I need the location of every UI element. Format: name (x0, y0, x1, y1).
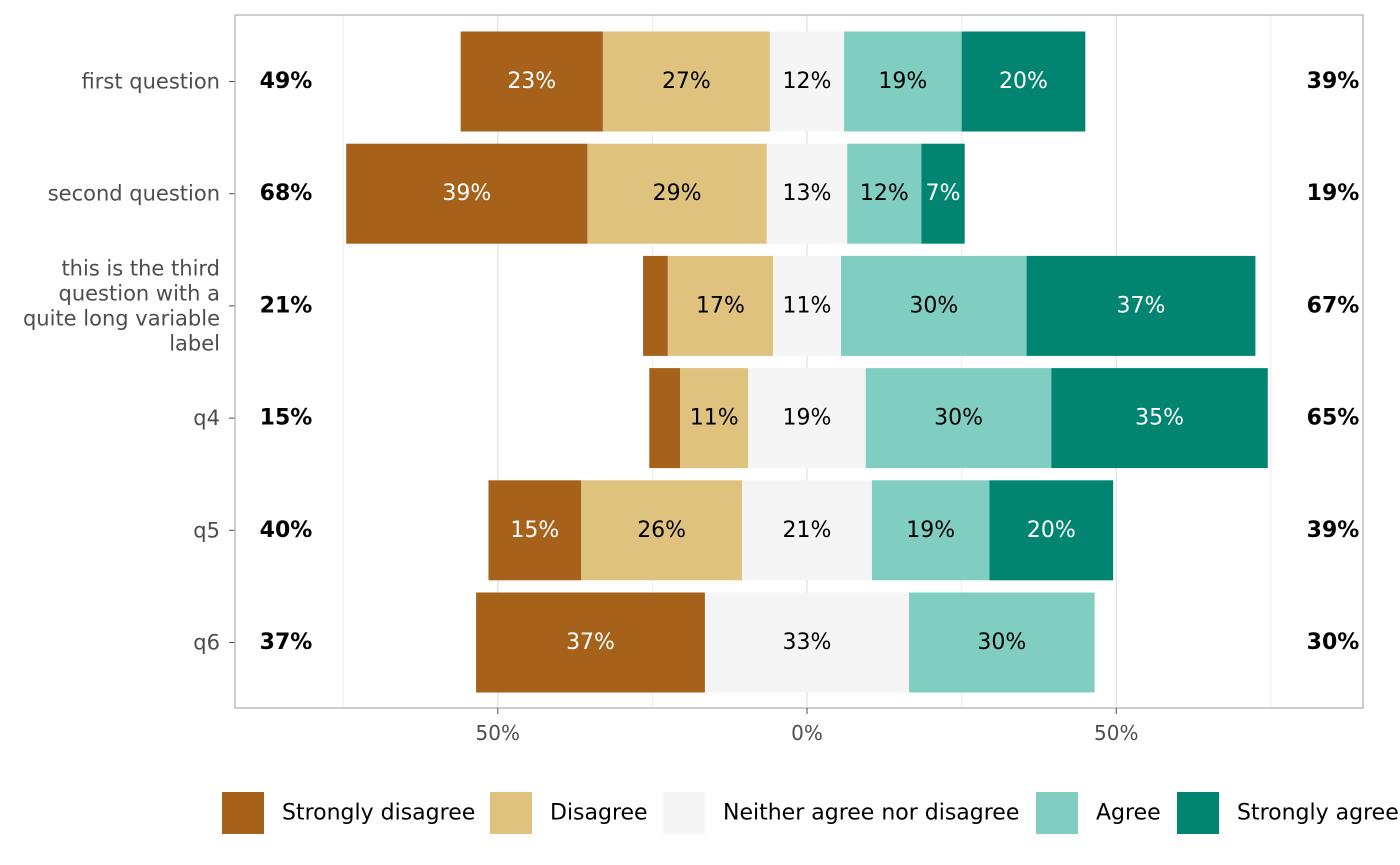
segment-label: 19% (878, 69, 927, 94)
right-total-label: 19% (1307, 181, 1360, 206)
category-label: q5 (193, 518, 220, 542)
legend-key (663, 792, 705, 834)
bar-segment (742, 480, 872, 581)
segment-label: 30% (909, 293, 958, 318)
legend-label: Agree (1096, 801, 1161, 826)
segment-label: 20% (1027, 518, 1076, 543)
bar-segment (602, 31, 770, 132)
bar-segment (649, 368, 681, 469)
segment-label: 12% (783, 69, 832, 94)
segment-label: 11% (783, 293, 832, 318)
segment-label: 19% (783, 406, 832, 431)
segment-label: 13% (783, 181, 832, 206)
bar-segment (766, 143, 848, 244)
left-total-label: 21% (260, 293, 313, 318)
segment-label: 30% (977, 630, 1026, 655)
segment-label: 15% (510, 518, 559, 543)
segment-label: 21% (783, 518, 832, 543)
right-total-label: 65% (1307, 406, 1360, 431)
legend-label: Strongly agree (1237, 801, 1399, 826)
category-label: q6 (193, 631, 220, 655)
segment-label: 26% (637, 518, 686, 543)
legend-key (222, 792, 264, 834)
bar-segment (772, 255, 842, 356)
segment-label: 35% (1135, 406, 1184, 431)
segment-label: 27% (662, 69, 711, 94)
left-total-label: 68% (260, 181, 313, 206)
bar-segment (769, 31, 845, 132)
left-total-label: 40% (260, 518, 313, 543)
legend-label: Disagree (550, 801, 648, 826)
segment-label: 7% (926, 181, 961, 206)
bar-segment (476, 592, 705, 693)
segment-label: 19% (906, 518, 955, 543)
segment-label: 33% (783, 630, 832, 655)
bar-segment (748, 368, 866, 469)
category-label: second question (48, 182, 220, 206)
right-total-label: 39% (1307, 69, 1360, 94)
bar-segment (844, 31, 962, 132)
right-total-label: 39% (1307, 518, 1360, 543)
bar-segment (460, 31, 603, 132)
bar-segment (680, 368, 749, 469)
bar-segment (1051, 368, 1268, 469)
category-label: this is the third question with a quite lo… (23, 256, 220, 355)
legend-key (490, 792, 532, 834)
plot-border (234, 14, 1364, 709)
right-total-label: 30% (1307, 630, 1360, 655)
bar-segment (961, 31, 1086, 132)
x-tick-label: 0% (791, 721, 823, 745)
legend-label: Strongly disagree (282, 801, 475, 826)
bar-segment (581, 480, 743, 581)
x-tick-label: 50% (1094, 721, 1138, 745)
segment-label: 17% (696, 293, 745, 318)
legend-label: Neither agree nor disagree (723, 801, 1019, 826)
segment-label: 29% (653, 181, 702, 206)
left-total-label: 15% (260, 406, 313, 431)
legend-key (1036, 792, 1078, 834)
bar-segment (909, 592, 1095, 693)
segment-label: 23% (507, 69, 556, 94)
segment-label: 37% (1117, 293, 1166, 318)
right-total-label: 67% (1307, 293, 1360, 318)
bar-segment (841, 255, 1027, 356)
bar-segment (346, 143, 588, 244)
segment-label: 20% (999, 69, 1048, 94)
segment-label: 11% (690, 406, 739, 431)
bar-segment (1026, 255, 1256, 356)
bar-segment (921, 143, 965, 244)
segment-label: 30% (934, 406, 983, 431)
x-tick-label: 50% (476, 721, 520, 745)
bar-segment (704, 592, 910, 693)
category-label: q4 (193, 406, 220, 430)
bar-segment (847, 143, 922, 244)
legend-key (1177, 792, 1219, 834)
left-total-label: 37% (260, 630, 313, 655)
left-total-label: 49% (260, 69, 313, 94)
bar-segment (667, 255, 773, 356)
bar-segment (488, 480, 582, 581)
bar-segment (871, 480, 990, 581)
bar-segment (587, 143, 767, 244)
bar-segment (865, 368, 1052, 469)
segment-label: 12% (860, 181, 909, 206)
bar-segment (643, 255, 668, 356)
segment-label: 39% (442, 181, 491, 206)
segment-label: 37% (566, 630, 615, 655)
category-label: first question (82, 70, 220, 94)
bar-segment (989, 480, 1114, 581)
